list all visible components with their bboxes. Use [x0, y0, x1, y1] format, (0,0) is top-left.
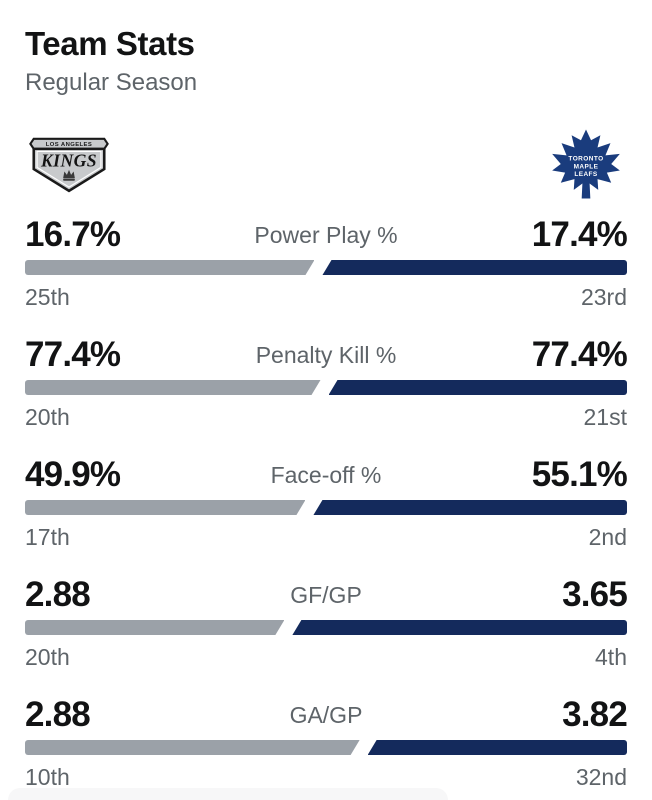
stat-row-gf-gp: 2.88 GF/GP 3.65 20th 4th — [25, 575, 628, 671]
home-bar — [328, 380, 627, 395]
away-rank: 20th — [25, 404, 70, 430]
kings-crest-icon: LOS ANGELES KINGS — [29, 137, 109, 193]
comparison-bar — [25, 500, 627, 515]
crown-icon — [63, 169, 75, 181]
comparison-bar — [25, 620, 627, 635]
stat-row-ga-gp: 2.88 GA/GP 3.82 10th 32nd — [25, 695, 628, 791]
stat-label: GF/GP — [290, 581, 362, 608]
home-bar — [292, 620, 627, 635]
stat-label: GA/GP — [289, 701, 363, 728]
maple-leafs-logo[interactable]: TORONTO MAPLE LEAFS — [547, 128, 625, 200]
away-rank: 25th — [25, 284, 70, 310]
leafs-text-line2: MAPLE — [574, 163, 599, 170]
home-rank: 23rd — [580, 284, 627, 310]
home-bar — [322, 260, 627, 275]
away-bar — [25, 500, 305, 515]
stat-row-penalty-kill: 77.4% Penalty Kill % 77.4% 20th 21st — [25, 335, 628, 431]
away-bar — [25, 380, 321, 395]
home-value: 3.82 — [562, 695, 628, 734]
away-bar — [25, 740, 360, 755]
leafs-text-line1: TORONTO — [568, 155, 603, 162]
away-rank: 17th — [25, 524, 70, 550]
kings-logo[interactable]: LOS ANGELES KINGS — [27, 132, 111, 196]
home-rank: 2nd — [588, 524, 627, 550]
stats-list: 16.7% Power Play % 17.4% 25th 23rd 77.4%… — [25, 215, 628, 791]
page-subtitle: Regular Season — [25, 69, 198, 96]
home-value: 55.1% — [531, 455, 628, 494]
stat-row-face-off: 49.9% Face-off % 55.1% 17th 2nd — [25, 455, 628, 551]
stat-label: Power Play % — [254, 221, 398, 248]
next-card-edge — [8, 788, 448, 800]
away-value: 2.88 — [25, 695, 91, 734]
comparison-bar — [25, 740, 627, 755]
page-title: Team Stats — [25, 25, 195, 62]
away-value: 77.4% — [25, 335, 121, 374]
away-value: 2.88 — [25, 575, 91, 614]
home-value: 77.4% — [531, 335, 628, 374]
home-value: 17.4% — [531, 215, 628, 254]
stat-label: Face-off % — [270, 461, 382, 488]
comparison-bar — [25, 260, 627, 275]
away-bar — [25, 620, 284, 635]
stat-row-power-play: 16.7% Power Play % 17.4% 25th 23rd — [25, 215, 628, 311]
stat-label: Penalty Kill % — [255, 341, 397, 368]
home-rank: 4th — [595, 644, 627, 670]
home-bar — [367, 740, 627, 755]
away-value: 49.9% — [25, 455, 121, 494]
away-rank: 20th — [25, 644, 70, 670]
team-logos-row: LOS ANGELES KINGS TORONTO MAPLE LEAFS — [25, 125, 627, 203]
home-rank: 21st — [583, 404, 627, 430]
home-bar — [313, 500, 627, 515]
home-rank: 32nd — [575, 764, 627, 790]
home-value: 3.65 — [562, 575, 628, 614]
away-rank: 10th — [25, 764, 70, 790]
away-bar — [25, 260, 314, 275]
kings-city-text: LOS ANGELES — [46, 142, 92, 148]
comparison-bar — [25, 380, 627, 395]
kings-wordmark: KINGS — [40, 151, 97, 171]
away-value: 16.7% — [25, 215, 121, 254]
leafs-text-line3: LEAFS — [574, 171, 598, 178]
maple-leaf-icon: TORONTO MAPLE LEAFS — [552, 129, 620, 199]
